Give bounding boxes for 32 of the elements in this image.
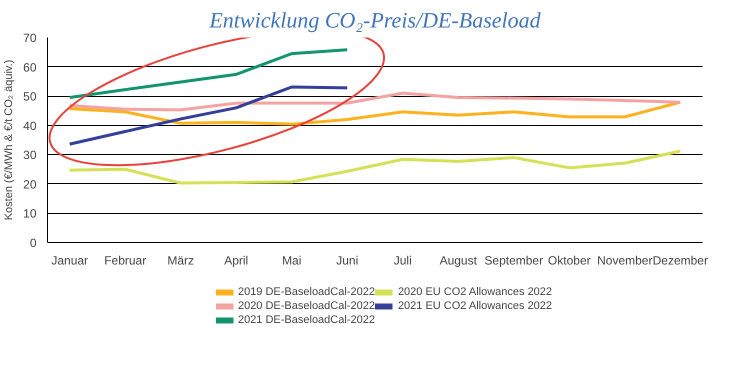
y-tick-label: 50 — [23, 90, 37, 104]
line-series — [68, 92, 682, 112]
legend-label: 2021 DE-BaseloadCal-2022 — [238, 313, 375, 327]
line-series — [68, 48, 349, 100]
x-tick-label: Januar — [51, 254, 88, 268]
x-tick-label: August — [440, 254, 478, 268]
x-tick-label: Mai — [282, 254, 302, 268]
y-tick-label: 60 — [23, 60, 37, 74]
y-axis-title: Kosten (€/MWh & €/t CO₂ äquiv.) — [3, 60, 16, 220]
y-tick-label: 30 — [23, 148, 37, 162]
x-tick-label: September — [484, 254, 544, 268]
legend-label: 2019 DE-BaseloadCal-2022 — [238, 285, 375, 299]
legend-label: 2021 EU CO2 Allowances 2022 — [398, 299, 552, 313]
x-tick-label: Oktober — [548, 254, 591, 268]
line-series — [68, 100, 682, 126]
x-tick-label: November — [597, 254, 652, 268]
x-tick-label: Juli — [394, 254, 412, 268]
legend-label: 2020 EU CO2 Allowances 2022 — [398, 285, 552, 299]
x-tick-label: April — [224, 254, 248, 268]
x-tick-label: März — [167, 254, 194, 268]
x-tick-label: Februar — [104, 254, 146, 268]
y-tick-label: 70 — [23, 31, 37, 45]
x-tick-label: Dezember — [652, 254, 708, 268]
line-series — [68, 150, 682, 185]
y-tick-label: 20 — [23, 177, 37, 192]
y-tick-label: 10 — [23, 206, 37, 221]
legend-label: 2020 DE-BaseloadCal-2022 — [238, 299, 375, 313]
y-tick-label: 0 — [30, 236, 37, 250]
x-tick-label: Juni — [336, 254, 358, 268]
chart-title: Entwicklung CO₂-Preis/DE-Baseload — [208, 8, 542, 32]
y-tick-label: 40 — [23, 118, 37, 133]
line-series — [68, 85, 349, 146]
